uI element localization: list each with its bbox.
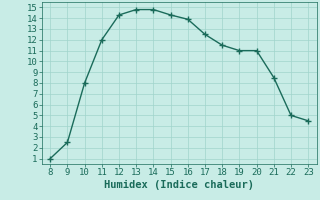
X-axis label: Humidex (Indice chaleur): Humidex (Indice chaleur)	[104, 180, 254, 190]
